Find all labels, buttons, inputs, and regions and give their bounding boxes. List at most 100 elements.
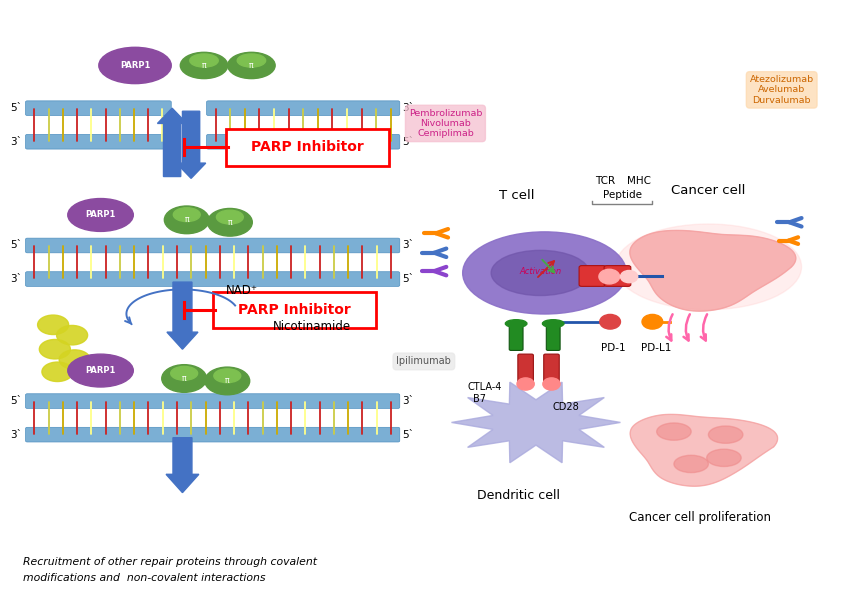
Text: PARP Inhibitor: PARP Inhibitor <box>251 140 364 154</box>
Ellipse shape <box>67 199 133 231</box>
Text: modifications and  non-covalent interactions: modifications and non-covalent interacti… <box>23 573 266 583</box>
Text: π: π <box>184 215 189 224</box>
Ellipse shape <box>173 208 200 221</box>
FancyArrow shape <box>157 108 187 177</box>
Polygon shape <box>452 382 620 463</box>
Ellipse shape <box>170 367 197 380</box>
Text: π: π <box>182 374 187 383</box>
Text: PARP1: PARP1 <box>86 210 116 219</box>
Text: Atezolizumab
Avelumab
Durvalumab: Atezolizumab Avelumab Durvalumab <box>750 75 814 105</box>
Text: π: π <box>202 61 207 70</box>
Ellipse shape <box>42 362 73 381</box>
Text: PARP1: PARP1 <box>120 61 151 70</box>
Text: 5`: 5` <box>10 396 22 406</box>
Circle shape <box>620 270 638 283</box>
Ellipse shape <box>542 320 564 327</box>
Ellipse shape <box>708 426 743 443</box>
Polygon shape <box>631 414 778 486</box>
Text: 3`: 3` <box>402 103 414 113</box>
FancyBboxPatch shape <box>207 101 400 115</box>
Text: 3`: 3` <box>10 137 22 147</box>
Text: 3`: 3` <box>10 430 22 440</box>
Ellipse shape <box>37 315 68 335</box>
Text: CD28: CD28 <box>553 402 580 412</box>
Text: B7: B7 <box>473 394 486 404</box>
FancyBboxPatch shape <box>207 134 400 149</box>
Ellipse shape <box>208 208 253 236</box>
Text: π: π <box>225 376 229 386</box>
Text: T cell: T cell <box>499 189 535 202</box>
Text: CTLA-4: CTLA-4 <box>467 382 502 392</box>
FancyBboxPatch shape <box>579 265 606 286</box>
Circle shape <box>599 269 619 284</box>
FancyBboxPatch shape <box>547 324 561 351</box>
Text: Ipilimumab: Ipilimumab <box>396 356 452 367</box>
Ellipse shape <box>615 224 802 310</box>
Text: 5`: 5` <box>10 103 22 113</box>
Text: 5`: 5` <box>402 274 414 284</box>
Ellipse shape <box>205 367 250 395</box>
FancyArrow shape <box>166 438 199 493</box>
Text: Cancer cell: Cancer cell <box>671 184 746 197</box>
Ellipse shape <box>39 340 70 359</box>
Text: PD-1: PD-1 <box>601 343 626 353</box>
Ellipse shape <box>657 423 691 440</box>
FancyBboxPatch shape <box>214 292 375 329</box>
Text: Activation: Activation <box>519 267 561 276</box>
Circle shape <box>517 378 535 390</box>
Ellipse shape <box>67 354 133 387</box>
Ellipse shape <box>214 369 240 383</box>
Ellipse shape <box>56 326 87 345</box>
Ellipse shape <box>491 250 589 295</box>
FancyBboxPatch shape <box>227 129 388 166</box>
FancyBboxPatch shape <box>26 427 400 442</box>
FancyArrow shape <box>176 111 206 178</box>
Text: MHC: MHC <box>627 176 651 186</box>
FancyBboxPatch shape <box>604 265 631 286</box>
Ellipse shape <box>674 455 708 473</box>
Text: 5`: 5` <box>10 240 22 251</box>
FancyBboxPatch shape <box>544 354 560 384</box>
Text: π: π <box>227 218 232 227</box>
Ellipse shape <box>164 206 209 234</box>
FancyArrow shape <box>167 282 198 349</box>
Circle shape <box>642 314 663 329</box>
Ellipse shape <box>162 365 207 392</box>
FancyBboxPatch shape <box>26 394 400 408</box>
Ellipse shape <box>707 449 741 466</box>
Ellipse shape <box>505 320 527 327</box>
Text: Peptide: Peptide <box>603 190 642 200</box>
Text: 5`: 5` <box>402 430 414 440</box>
FancyBboxPatch shape <box>26 134 171 149</box>
Text: π: π <box>249 61 253 70</box>
Text: PD-L1: PD-L1 <box>642 343 672 353</box>
Text: Recruitment of other repair proteins through covalent: Recruitment of other repair proteins thr… <box>23 557 317 566</box>
FancyBboxPatch shape <box>26 101 171 115</box>
Text: Dendritic cell: Dendritic cell <box>477 489 561 502</box>
Ellipse shape <box>227 52 275 78</box>
Text: Cancer cell proliferation: Cancer cell proliferation <box>629 511 771 524</box>
Text: PARP Inhibitor: PARP Inhibitor <box>238 303 351 317</box>
Ellipse shape <box>180 52 227 78</box>
Ellipse shape <box>237 54 266 67</box>
Text: 3`: 3` <box>402 240 414 251</box>
FancyBboxPatch shape <box>26 272 400 286</box>
Circle shape <box>599 314 620 329</box>
FancyBboxPatch shape <box>509 324 523 351</box>
Ellipse shape <box>463 232 626 314</box>
FancyBboxPatch shape <box>26 238 400 253</box>
Ellipse shape <box>189 54 218 67</box>
FancyBboxPatch shape <box>518 354 534 384</box>
Text: Nicotinamide: Nicotinamide <box>273 320 351 333</box>
Polygon shape <box>630 230 796 311</box>
Text: NAD⁺: NAD⁺ <box>226 284 258 297</box>
Text: 3`: 3` <box>402 396 414 406</box>
Ellipse shape <box>59 350 90 369</box>
Text: TCR: TCR <box>595 176 615 186</box>
Text: Pembrolizumab
Nivolumab
Cemiplimab: Pembrolizumab Nivolumab Cemiplimab <box>409 109 482 139</box>
Text: 3`: 3` <box>10 274 22 284</box>
Text: PARP1: PARP1 <box>86 366 116 375</box>
Circle shape <box>543 378 561 390</box>
Ellipse shape <box>99 47 171 83</box>
Ellipse shape <box>216 210 243 224</box>
